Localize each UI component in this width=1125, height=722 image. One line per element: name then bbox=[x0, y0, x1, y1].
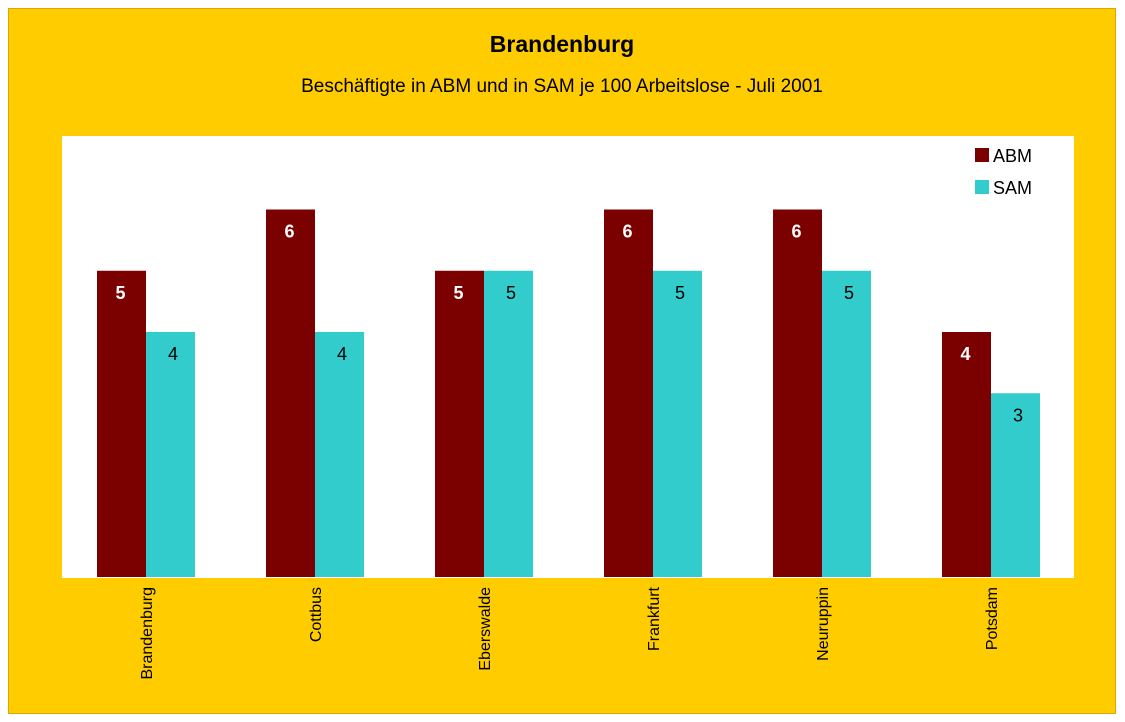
bar-sam-eberswalde bbox=[484, 270, 533, 577]
chart-title: Brandenburg bbox=[489, 31, 635, 57]
data-label-abm-frankfurt: 6 bbox=[623, 222, 633, 242]
data-label-abm-potsdam: 4 bbox=[961, 344, 971, 364]
category-label-potsdam: Potsdam bbox=[984, 587, 1001, 650]
legend-swatch-abm bbox=[975, 148, 989, 162]
data-label-sam-potsdam: 3 bbox=[1013, 405, 1023, 425]
category-label-brandenburg: Brandenburg bbox=[139, 587, 156, 680]
data-label-abm-brandenburg: 5 bbox=[116, 283, 126, 303]
bar-abm-eberswalde bbox=[435, 270, 484, 577]
legend-label-abm: ABM bbox=[993, 146, 1032, 166]
bar-sam-cottbus bbox=[315, 332, 364, 577]
plot-area bbox=[62, 136, 1074, 578]
chart-subtitle: Beschäftigte in ABM und in SAM je 100 Ar… bbox=[301, 76, 823, 97]
data-label-sam-brandenburg: 4 bbox=[168, 344, 178, 364]
bar-abm-frankfurt bbox=[604, 209, 653, 577]
bars-layer bbox=[97, 209, 1040, 577]
legend-swatch-sam bbox=[975, 180, 989, 194]
legend: ABM SAM bbox=[975, 146, 1032, 198]
data-label-sam-cottbus: 4 bbox=[337, 344, 347, 364]
bar-abm-neuruppin bbox=[773, 209, 822, 577]
bar-sam-brandenburg bbox=[146, 332, 195, 577]
category-label-eberswalde: Eberswalde bbox=[477, 587, 494, 671]
data-label-abm-eberswalde: 5 bbox=[454, 283, 464, 303]
bar-sam-potsdam bbox=[991, 393, 1040, 577]
bar-sam-frankfurt bbox=[653, 270, 702, 577]
bar-abm-cottbus bbox=[266, 209, 315, 577]
data-label-abm-cottbus: 6 bbox=[285, 222, 295, 242]
data-label-sam-neuruppin: 5 bbox=[844, 283, 854, 303]
data-label-abm-neuruppin: 6 bbox=[792, 222, 802, 242]
category-label-cottbus: Cottbus bbox=[308, 587, 325, 642]
bar-sam-neuruppin bbox=[822, 270, 871, 577]
data-label-sam-eberswalde: 5 bbox=[506, 283, 516, 303]
category-label-frankfurt: Frankfurt bbox=[646, 586, 663, 651]
bar-abm-brandenburg bbox=[97, 270, 146, 577]
data-label-sam-frankfurt: 5 bbox=[675, 283, 685, 303]
labels-layer: 5 4 Brandenburg 6 4 Cottbus 5 5 Eberswalde 6 5 Fran… bbox=[116, 222, 1023, 680]
bar-abm-potsdam bbox=[942, 332, 991, 577]
legend-label-sam: SAM bbox=[993, 178, 1032, 198]
category-label-neuruppin: Neuruppin bbox=[815, 587, 832, 661]
